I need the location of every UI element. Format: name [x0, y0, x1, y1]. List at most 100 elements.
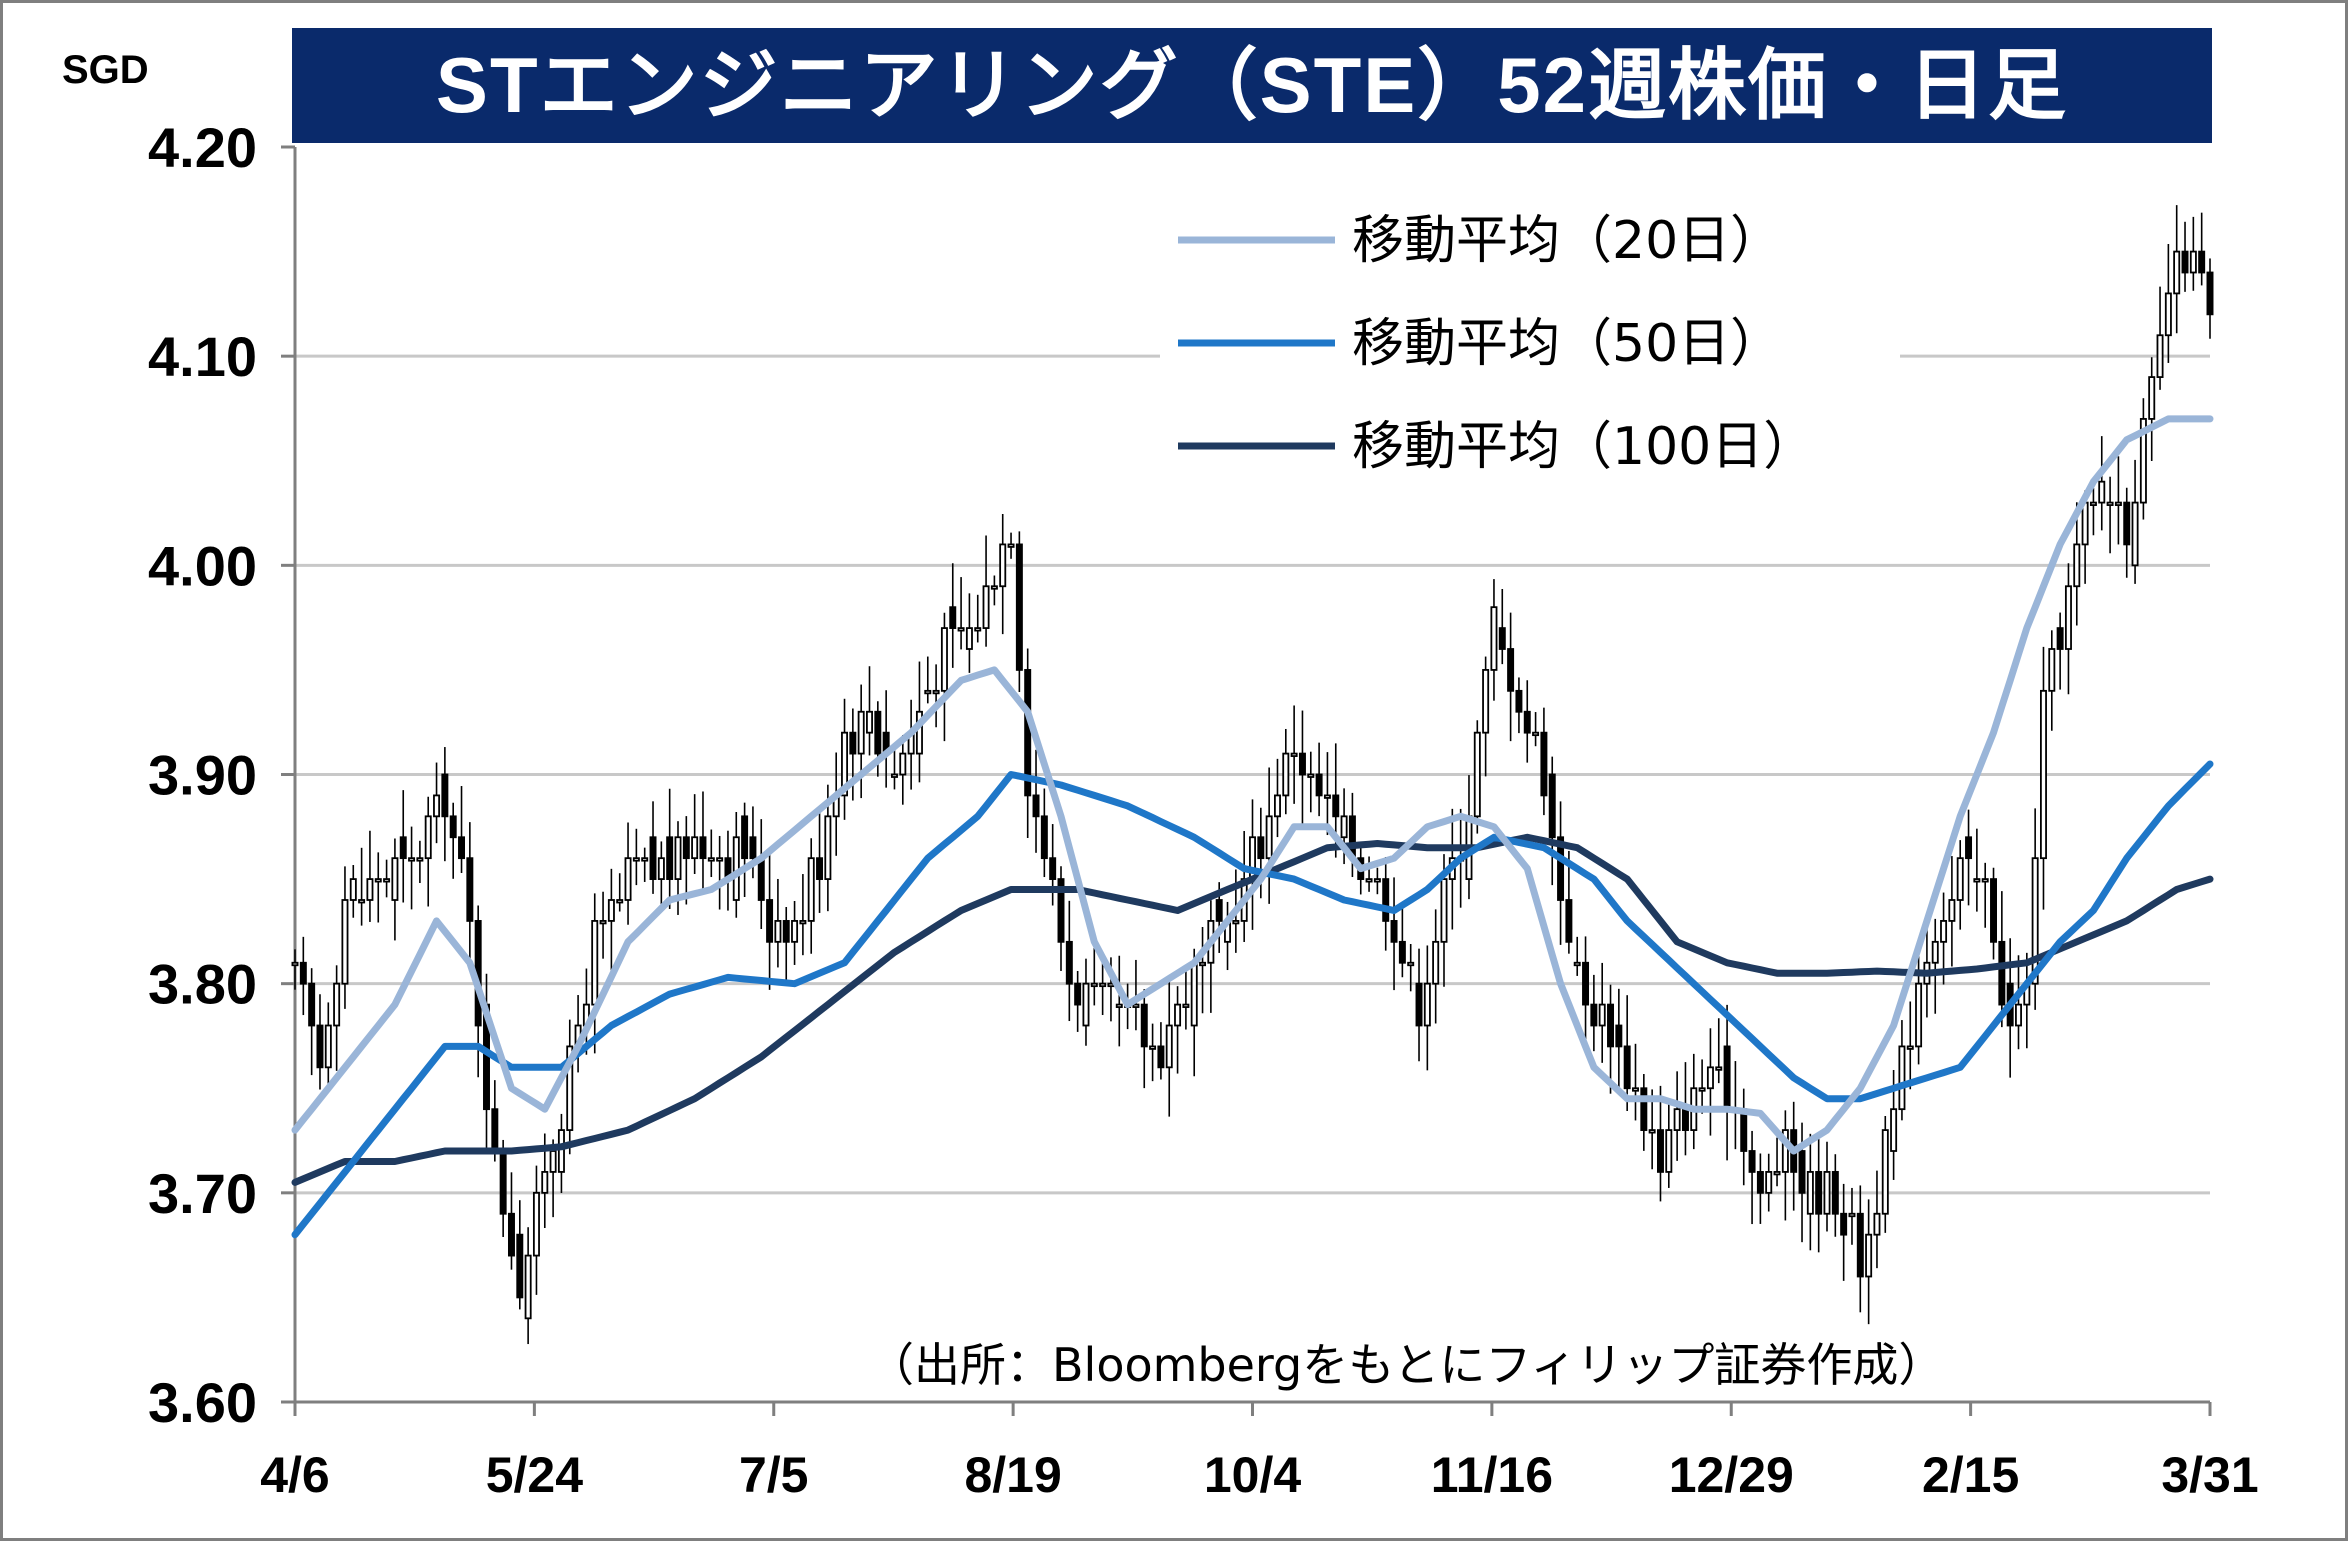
candle-body-up: [2139, 418, 2147, 504]
candle-body-down: [1640, 1087, 1648, 1131]
candle-body-down: [1523, 710, 1531, 734]
y-tick-label: 3.70: [148, 1162, 257, 1225]
candle-body-up: [1099, 982, 1107, 988]
y-tick-label: 4.00: [148, 534, 257, 597]
legend-label-ma100: 移動平均（100日）: [1352, 417, 1815, 477]
candle-body-down: [2056, 627, 2064, 650]
candle-body-up: [391, 857, 399, 901]
candle-body-up: [524, 1254, 532, 1320]
candle-body-up: [1632, 1087, 1639, 1092]
candle-body-up: [1432, 940, 1440, 985]
candle-body-up: [1573, 961, 1581, 967]
candle-body-down: [507, 1212, 515, 1257]
ma100-line: [291, 833, 2214, 1186]
candle-body-up: [408, 857, 416, 862]
candle-body-up: [607, 899, 615, 922]
candle-body-up: [1165, 1024, 1173, 1069]
candle-body-up: [899, 752, 907, 776]
candle-body-up: [1365, 878, 1373, 883]
candle-body-up: [324, 1024, 332, 1069]
candle-body-up: [1648, 1129, 1656, 1134]
x-tick-label: 11/16: [1431, 1447, 1553, 1503]
candle-body-up: [2106, 501, 2114, 506]
candle-body-up: [824, 815, 832, 880]
candle-body-down: [1040, 815, 1048, 860]
candle-body-up: [2114, 501, 2122, 506]
candle-body-up: [1873, 1212, 1881, 1236]
x-tick-label: 4/6: [260, 1447, 330, 1503]
candle-body-up: [1673, 1108, 1681, 1131]
candle-body-up: [2164, 292, 2172, 337]
source-note: （出所：Bloombergをもとにフィリップ証券作成）: [868, 1338, 1944, 1392]
candle-body-up: [1473, 731, 1481, 818]
candle-body-down: [308, 982, 316, 1027]
candle-body-down: [766, 899, 774, 943]
candle-body-down: [1157, 1045, 1165, 1069]
candle-body-up: [416, 857, 424, 862]
candle-body-up: [591, 920, 599, 1006]
candle-body-up: [1940, 920, 1948, 943]
candle-body-up: [866, 710, 873, 734]
candle-body-down: [1990, 878, 1998, 943]
candle-body-down: [449, 815, 457, 839]
candle-body-up: [1132, 1003, 1140, 1008]
candle-body-down: [682, 836, 690, 860]
candle-body-down: [1540, 731, 1548, 797]
candle-body-down: [757, 857, 765, 901]
candle-body-up: [1407, 961, 1415, 967]
candle-body-down: [491, 1108, 499, 1152]
candle-body-down: [399, 836, 407, 860]
candle-body-up: [341, 899, 349, 985]
candle-body-up: [566, 1045, 574, 1131]
candle-body-up: [2073, 543, 2081, 588]
candle-body-up: [624, 857, 632, 901]
candle-body-up: [1307, 773, 1315, 778]
candle-body-up: [1665, 1129, 1673, 1173]
candle-body-up: [1273, 794, 1281, 818]
candle-body-down: [499, 1150, 507, 1215]
candle-body-up: [2064, 585, 2072, 650]
candle-body-up: [1190, 961, 1198, 1027]
candle-body-up: [1532, 731, 1540, 737]
candle-body-down: [1382, 878, 1390, 922]
candle-body-up: [1007, 543, 1015, 548]
candle-body-up: [774, 920, 782, 943]
candle-body-up: [1881, 1129, 1889, 1215]
candle-body-down: [1074, 982, 1082, 1006]
x-tick-label: 5/24: [486, 1447, 584, 1503]
candle-body-up: [1823, 1171, 1831, 1215]
x-tick-label: 10/4: [1204, 1447, 1302, 1503]
chart-title: STエンジニアリング（STE）52週株価・日足: [292, 28, 2212, 143]
candle-body-up: [999, 543, 1007, 588]
candle-body-up: [333, 982, 341, 1027]
candle-body-up: [716, 857, 724, 862]
y-tick-label: 4.20: [148, 116, 257, 179]
candle-body-down: [1049, 857, 1057, 880]
candle-body-up: [383, 878, 391, 883]
candle-body-up: [616, 899, 624, 904]
candle-body-up: [632, 857, 640, 862]
candle-body-down: [1057, 878, 1065, 943]
candle-body-up: [2098, 480, 2106, 504]
candle-body-down: [1498, 627, 1506, 650]
candle-body-down: [816, 857, 824, 880]
candle-body-up: [1948, 899, 1956, 922]
candle-body-down: [1215, 899, 1223, 922]
candle-body-up: [924, 689, 932, 695]
candle-body-down: [441, 773, 449, 818]
y-tick-label: 4.10: [148, 325, 257, 388]
candle-body-up: [1423, 982, 1431, 1027]
candle-body-down: [1257, 836, 1265, 860]
candle-body-up: [799, 920, 807, 925]
candle-body-up: [1781, 1129, 1789, 1173]
candle-body-up: [2173, 250, 2181, 295]
candle-body-up: [2039, 689, 2047, 860]
candle-body-down: [2206, 271, 2214, 316]
candle-body-up: [1765, 1171, 1773, 1194]
candle-body-up: [541, 1171, 549, 1194]
candle-body-down: [949, 606, 957, 629]
candle-body-up: [1082, 982, 1090, 1027]
candle-body-up: [1373, 878, 1381, 883]
candle-body-up: [366, 878, 374, 901]
